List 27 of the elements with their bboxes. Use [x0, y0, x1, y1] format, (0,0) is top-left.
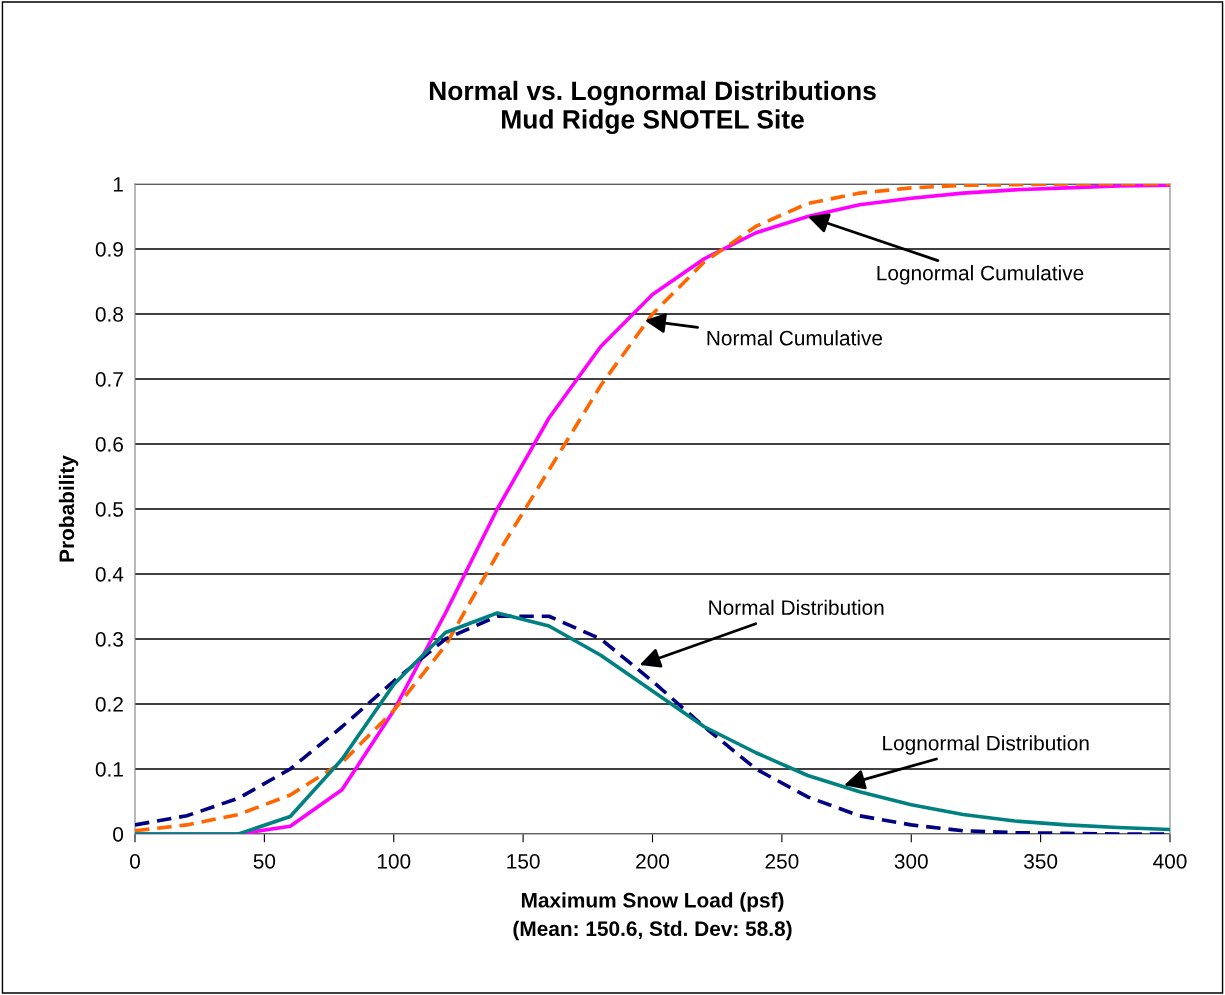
x-tick-label: 100: [377, 853, 411, 869]
y-tick-label: 0.7: [95, 372, 123, 387]
y-tick-label: 0.8: [95, 307, 123, 322]
annotation: Lognormal Distribution: [883, 735, 1089, 755]
x-tick-label: 50: [253, 853, 276, 869]
annotation: Lognormal Cumulative: [877, 265, 1084, 285]
x-axis-title: Maximum Snow Load (psf) (Mean: 150.6, Std. Dev: 58.8): [513, 892, 792, 941]
x-tick-label: 250: [765, 853, 799, 869]
annotation: Normal Cumulative: [707, 330, 883, 346]
y-tick-label: 1: [113, 177, 123, 192]
x-tick-label: 150: [507, 853, 540, 869]
y-tick-label: 0.5: [95, 502, 124, 517]
y-tick-label: 0.9: [95, 242, 123, 257]
chart-title: Normal vs. Lognormal Distributions Mud Ridge SNOTEL Site: [429, 80, 876, 135]
x-tick-label: 350: [1024, 853, 1058, 869]
x-tick-label: 300: [894, 853, 928, 869]
x-tick-label: 400: [1153, 853, 1187, 869]
y-axis-title: Probability: [58, 455, 79, 562]
y-tick-label: 0.2: [95, 697, 123, 712]
x-tick-label: 200: [636, 853, 670, 869]
y-tick-label: 0.4: [95, 567, 124, 582]
x-tick-label: 0: [130, 853, 140, 869]
annotation: Normal Distribution: [709, 599, 884, 616]
y-tick-label: 0.1: [95, 762, 123, 777]
y-tick-label: 0.3: [95, 632, 123, 647]
y-tick-label: 0.6: [95, 437, 123, 452]
y-tick-label: 0: [113, 827, 124, 842]
